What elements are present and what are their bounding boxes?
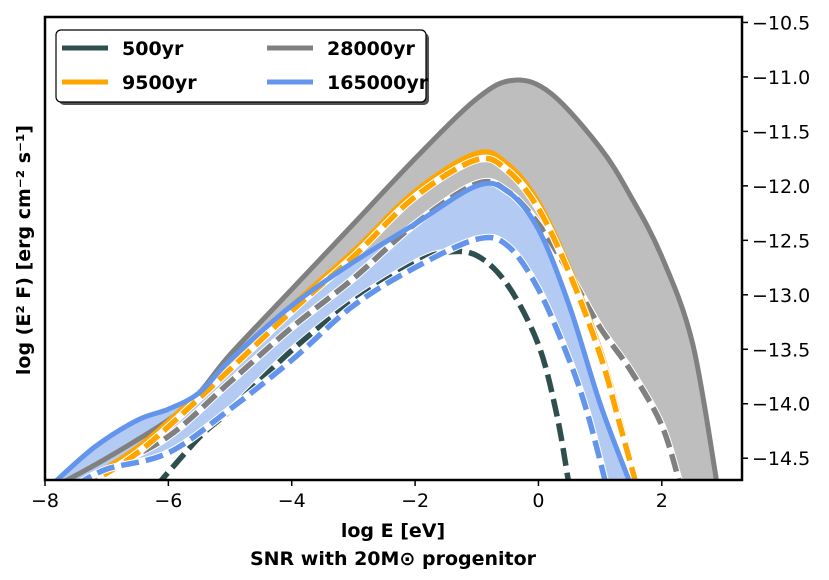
x-tick-label: −4 [278, 490, 306, 512]
x-axis: −8 −6 −4 −2 0 2 [31, 480, 668, 512]
line-dashed-9500yr [89, 155, 638, 480]
legend-label: 9500yr [122, 72, 197, 94]
x-tick-label: −6 [154, 490, 182, 512]
line-solid-165000yr [53, 180, 632, 480]
line-dashed-165000yr [79, 234, 608, 480]
y-axis-label: log (E² F) [erg cm⁻² s⁻¹] [13, 125, 35, 375]
y-tick-label: −14.5 [752, 448, 810, 470]
legend-box [55, 29, 427, 103]
legend-item-9500yr: 9500yr [62, 72, 197, 94]
y-axis: −10.5 −11.0 −11.5 −12.0 −12.5 −13.0 −13.5 −14.0… [742, 12, 810, 470]
y-tick-label: −13.0 [752, 285, 810, 307]
y-tick-label: −14.0 [752, 394, 810, 416]
legend: 500yr 9500yr 28000yr 165000yr [55, 29, 429, 103]
plot-area [53, 77, 719, 480]
x-tick-label: −2 [401, 490, 429, 512]
x-tick-label: −8 [31, 490, 59, 512]
plot-frame [43, 15, 744, 482]
series-lines [53, 77, 719, 480]
legend-label: 165000yr [327, 72, 429, 94]
y-tick-label: −11.5 [752, 121, 810, 143]
legend-label: 500yr [122, 38, 184, 60]
y-tick-label: −12.0 [752, 176, 810, 198]
legend-item-500yr: 500yr [62, 38, 184, 60]
y-tick-label: −13.5 [752, 339, 810, 361]
chart-subtitle: SNR with 20M⊙ progenitor [250, 548, 537, 570]
legend-label: 28000yr [327, 38, 415, 60]
x-axis-label: log E [eV] [341, 520, 445, 542]
legend-item-165000yr: 165000yr [267, 72, 429, 94]
y-tick-label: −11.0 [752, 67, 810, 89]
y-tick-label: −10.5 [752, 12, 810, 34]
x-tick-label: 2 [656, 490, 668, 512]
legend-item-28000yr: 28000yr [267, 38, 415, 60]
x-tick-label: 0 [532, 490, 544, 512]
y-tick-label: −12.5 [752, 230, 810, 252]
